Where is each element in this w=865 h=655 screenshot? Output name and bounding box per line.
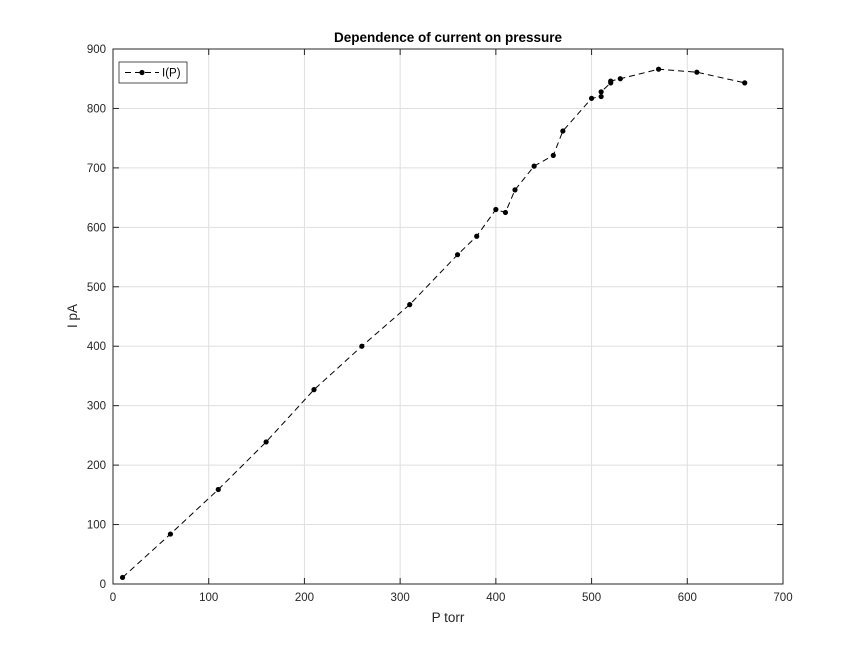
data-point: [531, 163, 537, 169]
data-point: [560, 128, 566, 134]
data-point: [263, 439, 269, 445]
data-point: [493, 206, 499, 213]
x-tick-label: 0: [110, 592, 116, 604]
data-point: [454, 252, 461, 258]
data-point: [474, 233, 480, 239]
grid-lines: [113, 49, 783, 584]
data-point: [359, 343, 365, 349]
data-point: [598, 89, 604, 95]
data-point: [167, 531, 174, 537]
x-tick-label: 400: [486, 592, 505, 604]
y-tick-label: 200: [87, 460, 106, 472]
series-layer: [119, 66, 748, 581]
y-tick-label: 700: [87, 163, 106, 175]
y-tick-label: 300: [87, 401, 106, 413]
y-tick-label: 900: [87, 44, 106, 56]
plot-area-frame: [112, 48, 784, 585]
x-axis-label: P torr: [432, 610, 465, 625]
data-point: [588, 95, 595, 101]
y-tick-label: 400: [87, 341, 106, 353]
data-point: [119, 574, 126, 581]
x-tick-label: 200: [295, 592, 314, 604]
x-tick-label: 600: [678, 592, 697, 604]
chart-title: Dependence of current on pressure: [334, 30, 563, 45]
y-tick-label: 800: [87, 103, 106, 115]
x-tick-label: 100: [199, 592, 218, 604]
x-tick-label: 300: [391, 592, 410, 604]
data-point: [550, 152, 556, 159]
data-point: [215, 486, 221, 493]
data-point: [608, 78, 614, 84]
legend-entry-label: I(P): [162, 68, 181, 80]
y-tick-label: 600: [87, 222, 106, 234]
legend: I(P): [118, 61, 188, 84]
data-point: [655, 66, 662, 72]
data-point: [311, 387, 317, 393]
series-line: [122, 68, 745, 578]
legend-box: [118, 61, 188, 84]
data-point: [742, 80, 748, 86]
data-point: [407, 302, 413, 308]
data-point: [694, 69, 700, 75]
y-tick-label: 100: [87, 520, 106, 532]
y-tick-label: 0: [100, 579, 106, 591]
data-point: [502, 209, 509, 216]
axis-ticks: 0 100 200 300 400 500 600 700 0 100 200 300 400 500 60…: [87, 44, 793, 604]
y-tick-label: 500: [87, 282, 106, 294]
x-tick-label: 700: [773, 592, 792, 604]
x-tick-label: 500: [582, 592, 601, 604]
data-point: [512, 187, 518, 193]
legend-marker: [139, 69, 145, 76]
y-axis-label: I pA: [65, 304, 80, 328]
data-point: [617, 76, 623, 82]
data-point: [598, 93, 604, 100]
